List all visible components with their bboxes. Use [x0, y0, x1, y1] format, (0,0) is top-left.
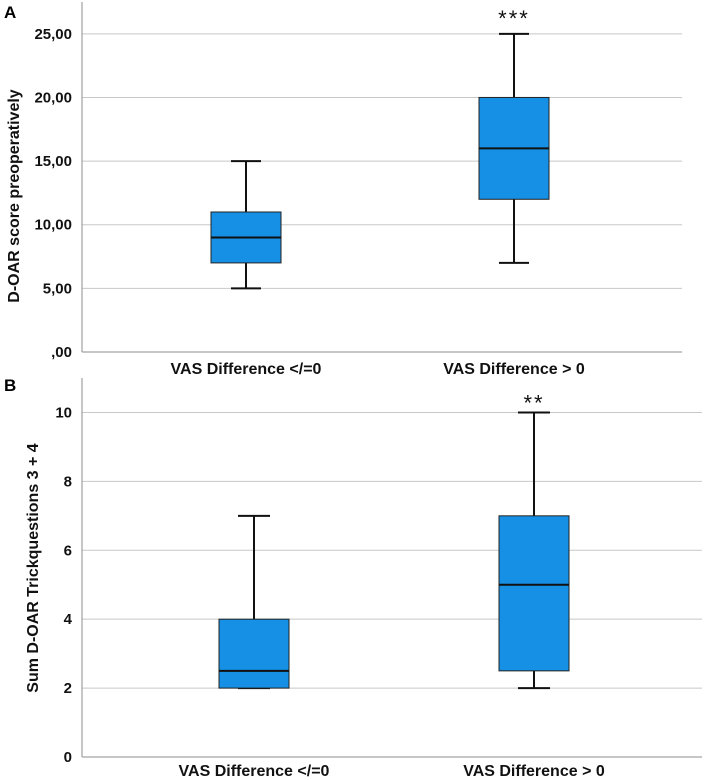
- category-label-a-1: VAS Difference > 0: [443, 361, 585, 378]
- y-tick-label-a-4: 20,00: [34, 89, 72, 106]
- y-tick-label-a-5: 25,00: [34, 26, 72, 43]
- y-tick-label-a-0: ,00: [51, 344, 72, 361]
- y-tick-label-b-0: 0: [64, 749, 72, 766]
- iqr-box: [218, 618, 290, 689]
- panel-letter-b: B: [4, 376, 16, 395]
- y-tick-label-b-3: 6: [64, 542, 72, 559]
- box-plot-a-0: [210, 160, 282, 290]
- y-axis-label-b: Sum D-OAR Trickquestions 3 + 4: [25, 443, 42, 693]
- y-tick-label-a-2: 10,00: [34, 217, 72, 234]
- panel-letter-a: A: [4, 3, 16, 22]
- y-tick-label-a-3: 15,00: [34, 153, 72, 170]
- category-label-b-1: VAS Difference > 0: [463, 763, 605, 780]
- box-plot-b-0: [218, 514, 290, 690]
- y-tick-labels-b: 0 2 4 6 8 10: [55, 404, 72, 766]
- box-plot-a-1: ***: [478, 6, 550, 264]
- gridlines-a: [82, 33, 682, 289]
- panel-b: B Sum D-OAR Trickquestions 3 + 4 0 2 4 6 8 10…: [4, 376, 702, 780]
- box-plot-b-1: **: [498, 390, 570, 690]
- boxes-b: **: [218, 390, 570, 690]
- y-tick-label-b-2: 4: [64, 611, 73, 628]
- significance-marker: ***: [498, 6, 530, 31]
- y-axis-label-a: D-OAR score preoperatively: [6, 89, 23, 303]
- category-label-a-0: VAS Difference </=0: [171, 361, 322, 378]
- gridlines-b: [82, 411, 702, 689]
- category-label-b-0: VAS Difference </=0: [179, 763, 330, 780]
- panel-a: A D-OAR score preoperatively ,00 5,00 10,0…: [4, 2, 682, 378]
- y-tick-label-b-1: 2: [64, 680, 72, 697]
- y-tick-labels-a: ,00 5,00 10,00 15,00 20,00 25,00: [34, 26, 72, 361]
- significance-marker: **: [523, 390, 544, 415]
- y-tick-label-b-5: 10: [55, 404, 72, 421]
- y-tick-label-b-4: 8: [64, 473, 72, 490]
- iqr-box: [498, 515, 570, 672]
- y-tick-label-a-1: 5,00: [43, 280, 72, 297]
- boxes-a: ***: [210, 6, 550, 290]
